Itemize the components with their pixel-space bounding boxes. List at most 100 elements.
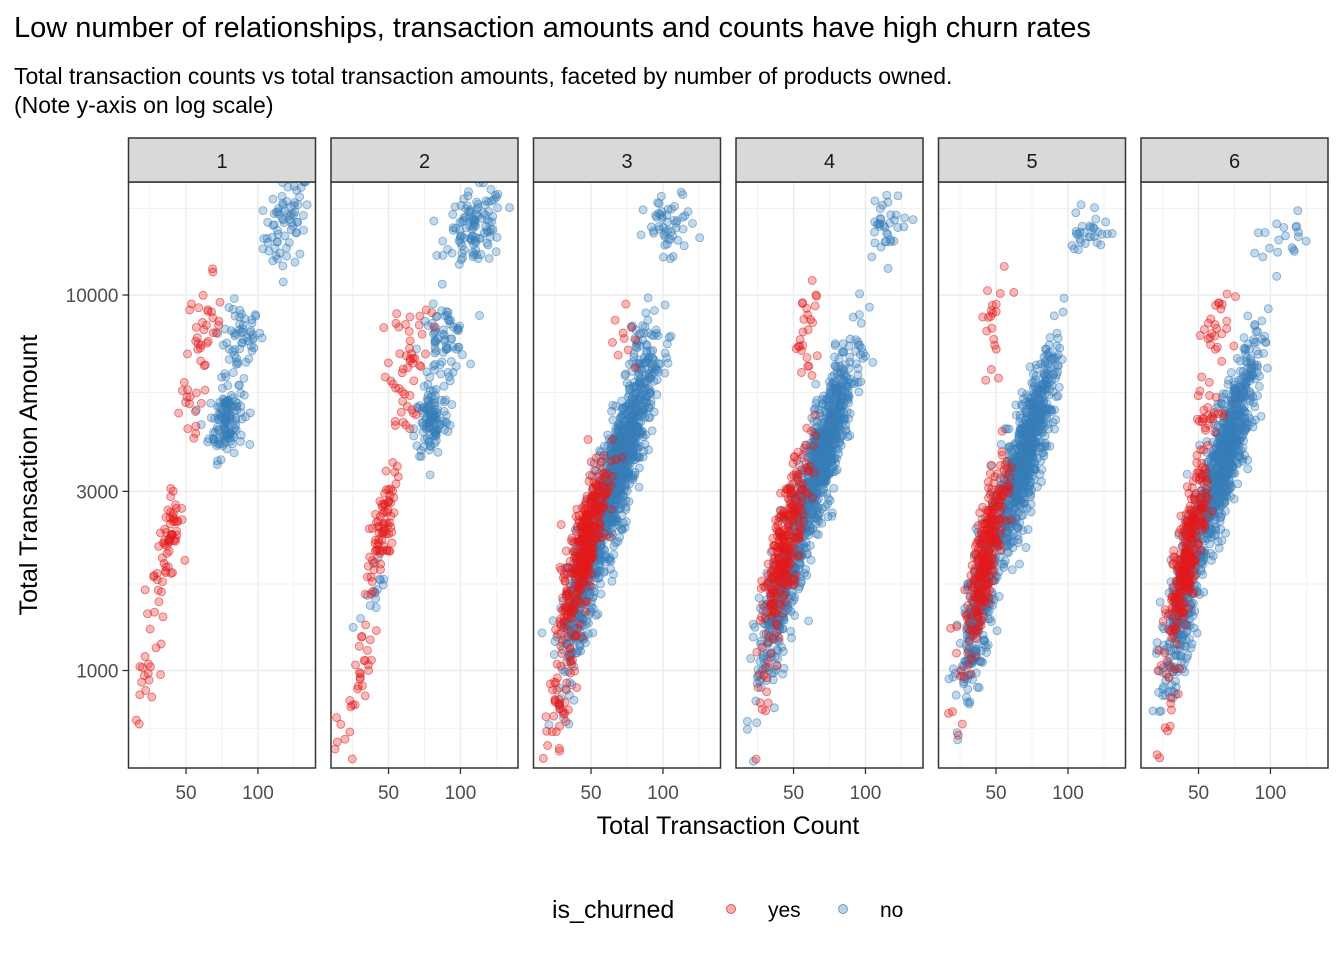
- data-point-no: [853, 378, 863, 388]
- facet-panel-4: 450 100: [735, 137, 924, 804]
- data-point-yes: [196, 398, 206, 408]
- data-point-yes: [608, 337, 617, 347]
- data-point-no: [290, 198, 300, 208]
- data-point-yes: [211, 328, 221, 338]
- data-point-yes: [556, 629, 566, 639]
- data-point-no: [1025, 362, 1035, 372]
- data-point-no: [618, 432, 628, 442]
- data-point-no: [481, 222, 490, 231]
- data-point-yes: [353, 684, 362, 694]
- data-point-no: [889, 236, 899, 246]
- data-point-yes: [757, 642, 767, 652]
- data-point-no: [1017, 461, 1027, 471]
- data-point-no: [365, 601, 375, 611]
- data-point-no: [292, 185, 302, 195]
- data-point-yes: [572, 683, 582, 693]
- data-point-yes: [562, 611, 572, 620]
- data-point-no: [1037, 477, 1046, 487]
- data-point-no: [439, 381, 449, 391]
- data-point-yes: [191, 428, 201, 438]
- data-point-no: [616, 474, 626, 484]
- facet-strip: [735, 137, 924, 183]
- facet-panel-5: 550 100: [937, 137, 1127, 804]
- data-point-yes: [787, 503, 797, 513]
- data-point-yes: [762, 687, 772, 697]
- data-point-no: [836, 368, 846, 378]
- x-tick-label: 100: [647, 783, 679, 804]
- data-point-yes: [191, 421, 201, 431]
- data-point-yes: [360, 691, 370, 701]
- data-point-yes: [810, 301, 820, 311]
- data-point-no: [486, 185, 496, 194]
- data-point-no: [829, 483, 839, 493]
- data-point-yes: [381, 466, 391, 476]
- data-point-yes: [587, 552, 597, 562]
- data-point-yes: [565, 644, 575, 654]
- data-point-no: [824, 494, 833, 504]
- data-point-yes: [779, 533, 789, 543]
- data-point-yes: [562, 678, 572, 688]
- data-point-no: [813, 503, 823, 513]
- data-point-no: [908, 215, 918, 225]
- data-point-no: [773, 654, 783, 664]
- data-point-no: [672, 216, 682, 226]
- data-point-yes: [149, 572, 159, 582]
- data-point-no: [418, 427, 428, 437]
- data-point-yes: [382, 545, 392, 555]
- data-point-yes: [619, 333, 629, 343]
- data-point-no: [678, 224, 688, 234]
- data-point-yes: [151, 643, 161, 653]
- data-point-no: [430, 411, 440, 421]
- data-point-yes: [421, 349, 430, 359]
- data-point-yes: [575, 536, 585, 546]
- data-point-no: [639, 396, 649, 406]
- data-point-yes: [751, 754, 761, 764]
- data-point-no: [216, 455, 226, 465]
- data-point-no: [853, 337, 863, 347]
- data-point-no: [1052, 328, 1062, 338]
- data-point-yes: [803, 361, 813, 371]
- data-point-no: [870, 238, 880, 248]
- data-point-no: [818, 414, 827, 424]
- data-point-yes: [575, 581, 585, 591]
- data-point-yes: [755, 698, 765, 708]
- data-point-yes: [370, 538, 380, 548]
- data-point-no: [1021, 471, 1030, 481]
- data-point-yes: [392, 461, 402, 471]
- data-point-yes: [360, 589, 370, 599]
- data-point-no: [273, 207, 283, 217]
- data-point-yes: [405, 343, 414, 353]
- data-point-no: [282, 251, 292, 261]
- data-point-no: [461, 204, 471, 214]
- data-point-no: [216, 413, 226, 422]
- data-point-yes: [409, 376, 419, 386]
- data-point-no: [237, 309, 246, 319]
- data-point-no: [230, 311, 240, 321]
- data-point-yes: [396, 407, 406, 417]
- data-point-yes: [397, 368, 407, 378]
- data-point-yes: [769, 586, 779, 596]
- data-point-yes: [372, 517, 381, 527]
- data-point-yes: [416, 361, 426, 371]
- data-point-no: [821, 470, 830, 480]
- data-point-yes: [171, 503, 181, 513]
- data-point-no: [432, 250, 442, 260]
- data-point-no: [239, 335, 248, 344]
- data-point-yes: [348, 700, 358, 710]
- data-point-yes: [395, 349, 405, 359]
- data-point-no: [209, 427, 218, 437]
- data-point-no: [475, 234, 485, 243]
- data-point-no: [600, 557, 610, 567]
- data-point-yes: [552, 659, 562, 669]
- data-point-yes: [556, 520, 566, 530]
- data-point-no: [1049, 311, 1059, 321]
- data-point-yes: [593, 472, 603, 482]
- data-point-no: [622, 378, 632, 388]
- data-point-no: [379, 574, 389, 584]
- data-point-yes: [389, 493, 399, 503]
- data-point-yes: [379, 528, 389, 538]
- data-point-no: [436, 369, 446, 379]
- data-point-no: [891, 210, 901, 220]
- data-point-yes: [541, 712, 551, 722]
- data-point-no: [451, 223, 461, 233]
